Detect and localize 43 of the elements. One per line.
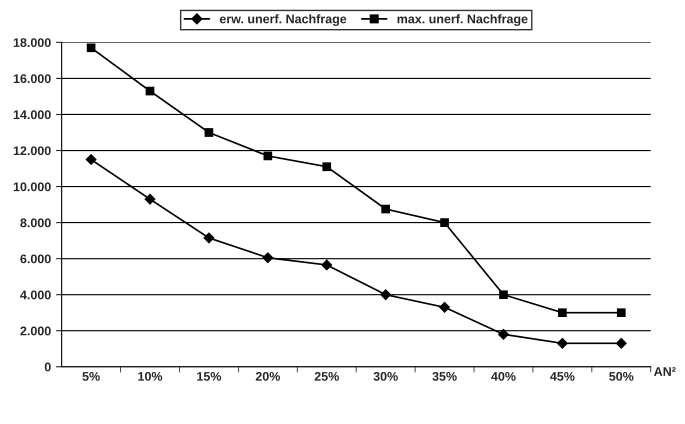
- point: [498, 328, 509, 340]
- y-tick-label: 12.000: [14, 146, 51, 156]
- point: [321, 260, 332, 270]
- point: [558, 308, 567, 318]
- point: [203, 232, 214, 244]
- point: [440, 218, 449, 227]
- point: [616, 308, 626, 318]
- y-tick-label: 8.000: [20, 218, 51, 228]
- point: [439, 302, 450, 313]
- point: [381, 204, 390, 214]
- y-tick-label: 2.000: [20, 326, 51, 336]
- point: [556, 338, 568, 349]
- point: [146, 86, 154, 96]
- y-tick-label: 16.000: [14, 74, 51, 84]
- y-tick-label: 18.000: [14, 38, 51, 48]
- x-tick-label: 45%: [550, 372, 575, 381]
- point: [322, 162, 332, 172]
- x-tick-label: 15%: [197, 372, 222, 381]
- x-tick-label: 20%: [256, 372, 280, 381]
- point: [499, 290, 508, 300]
- x-tick-label: 40%: [491, 372, 516, 381]
- legend-label: max. unerf. Nachfrage: [398, 14, 528, 26]
- legend-label: erw. unerf. Nachfrage: [220, 14, 346, 26]
- point: [262, 252, 274, 264]
- point: [86, 154, 97, 165]
- x-tick-label: 35%: [432, 372, 457, 381]
- y-tick-label: 6.000: [20, 254, 51, 264]
- point: [86, 43, 96, 52]
- y-tick-label: 4.000: [20, 290, 51, 300]
- y-tick-label: 0: [44, 362, 51, 372]
- point: [263, 152, 272, 160]
- x-tick-label: 25%: [314, 372, 339, 381]
- point: [144, 194, 156, 205]
- point: [204, 128, 214, 137]
- x-tick-label: 50%: [609, 372, 634, 381]
- x-tick-label: 5%: [82, 372, 100, 381]
- x-axis-title: AN²: [654, 367, 676, 376]
- y-tick-label: 14.000: [14, 110, 51, 120]
- x-tick-label: 30%: [373, 372, 398, 381]
- x-tick-label: 10%: [138, 372, 162, 381]
- y-tick-label: 10.000: [14, 182, 51, 192]
- point: [380, 289, 392, 300]
- point: [616, 338, 627, 349]
